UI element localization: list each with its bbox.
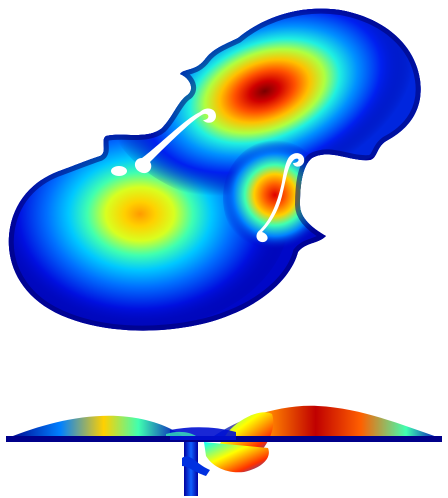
plate-side-view	[6, 405, 442, 496]
f-hole-left	[111, 108, 216, 176]
f-hole-right	[256, 153, 305, 243]
plate-top-view	[8, 8, 421, 331]
